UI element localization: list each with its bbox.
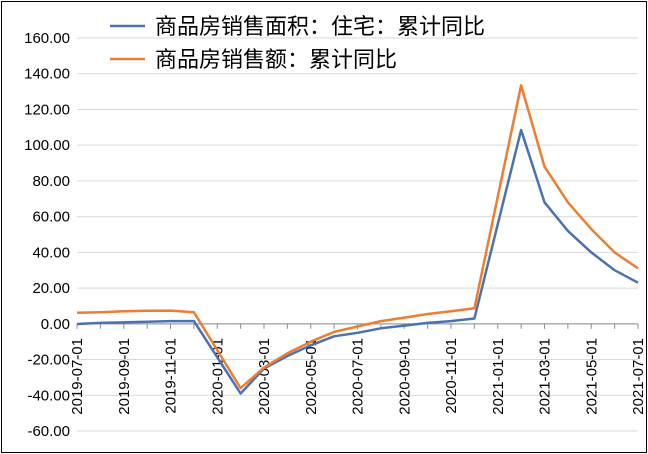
y-tick-label: 120.00 bbox=[24, 101, 70, 118]
x-tick-label: 2021-01-01 bbox=[490, 338, 507, 415]
x-tick-label: 2020-03-01 bbox=[256, 338, 273, 415]
x-axis-tick-labels: 2019-07-01 2019-09-01 2019-11-01 2020-01-01… bbox=[69, 338, 647, 415]
y-tick-label: 0.00 bbox=[41, 316, 70, 333]
x-tick-label: 2019-11-01 bbox=[163, 338, 180, 414]
x-tick-label: 2019-07-01 bbox=[69, 338, 86, 415]
y-tick-label: -20.00 bbox=[27, 352, 70, 369]
y-tick-label: 40.00 bbox=[32, 244, 70, 261]
grid-lines bbox=[77, 37, 638, 432]
x-axis bbox=[76, 323, 639, 329]
legend-label-series-2: 商品房销售额：累计同比 bbox=[155, 48, 397, 73]
x-tick-label: 2020-09-01 bbox=[396, 338, 413, 415]
x-tick-label: 2021-03-01 bbox=[537, 338, 554, 415]
x-tick-label: 2021-05-01 bbox=[583, 338, 600, 415]
x-tick-label: 2021-07-01 bbox=[630, 338, 647, 415]
legend: 商品房销售面积：住宅：累计同比 商品房销售额：累计同比 bbox=[110, 15, 485, 73]
y-tick-label: -40.00 bbox=[27, 387, 70, 404]
y-tick-label: 100.00 bbox=[24, 137, 70, 154]
y-tick-label: 140.00 bbox=[24, 66, 70, 83]
y-tick-label: 20.00 bbox=[32, 280, 70, 297]
x-tick-label: 2020-07-01 bbox=[350, 338, 367, 415]
y-tick-label: 160.00 bbox=[24, 30, 70, 47]
series-line-1 bbox=[76, 128, 639, 395]
y-tick-label: -60.00 bbox=[27, 423, 70, 440]
y-axis-tick-labels: -60.00 -40.00 -20.00 0.00 20.00 40.00 60.00 80.… bbox=[24, 30, 70, 440]
legend-label-series-1: 商品房销售面积：住宅：累计同比 bbox=[155, 15, 485, 40]
x-tick-label: 2020-05-01 bbox=[303, 338, 320, 415]
y-tick-label: 80.00 bbox=[32, 173, 70, 190]
series-lines bbox=[76, 84, 639, 395]
x-tick-label: 2019-09-01 bbox=[116, 338, 133, 415]
y-tick-label: 60.00 bbox=[32, 209, 70, 226]
x-tick-label: 2020-11-01 bbox=[443, 338, 460, 414]
series-line-2 bbox=[76, 84, 639, 390]
